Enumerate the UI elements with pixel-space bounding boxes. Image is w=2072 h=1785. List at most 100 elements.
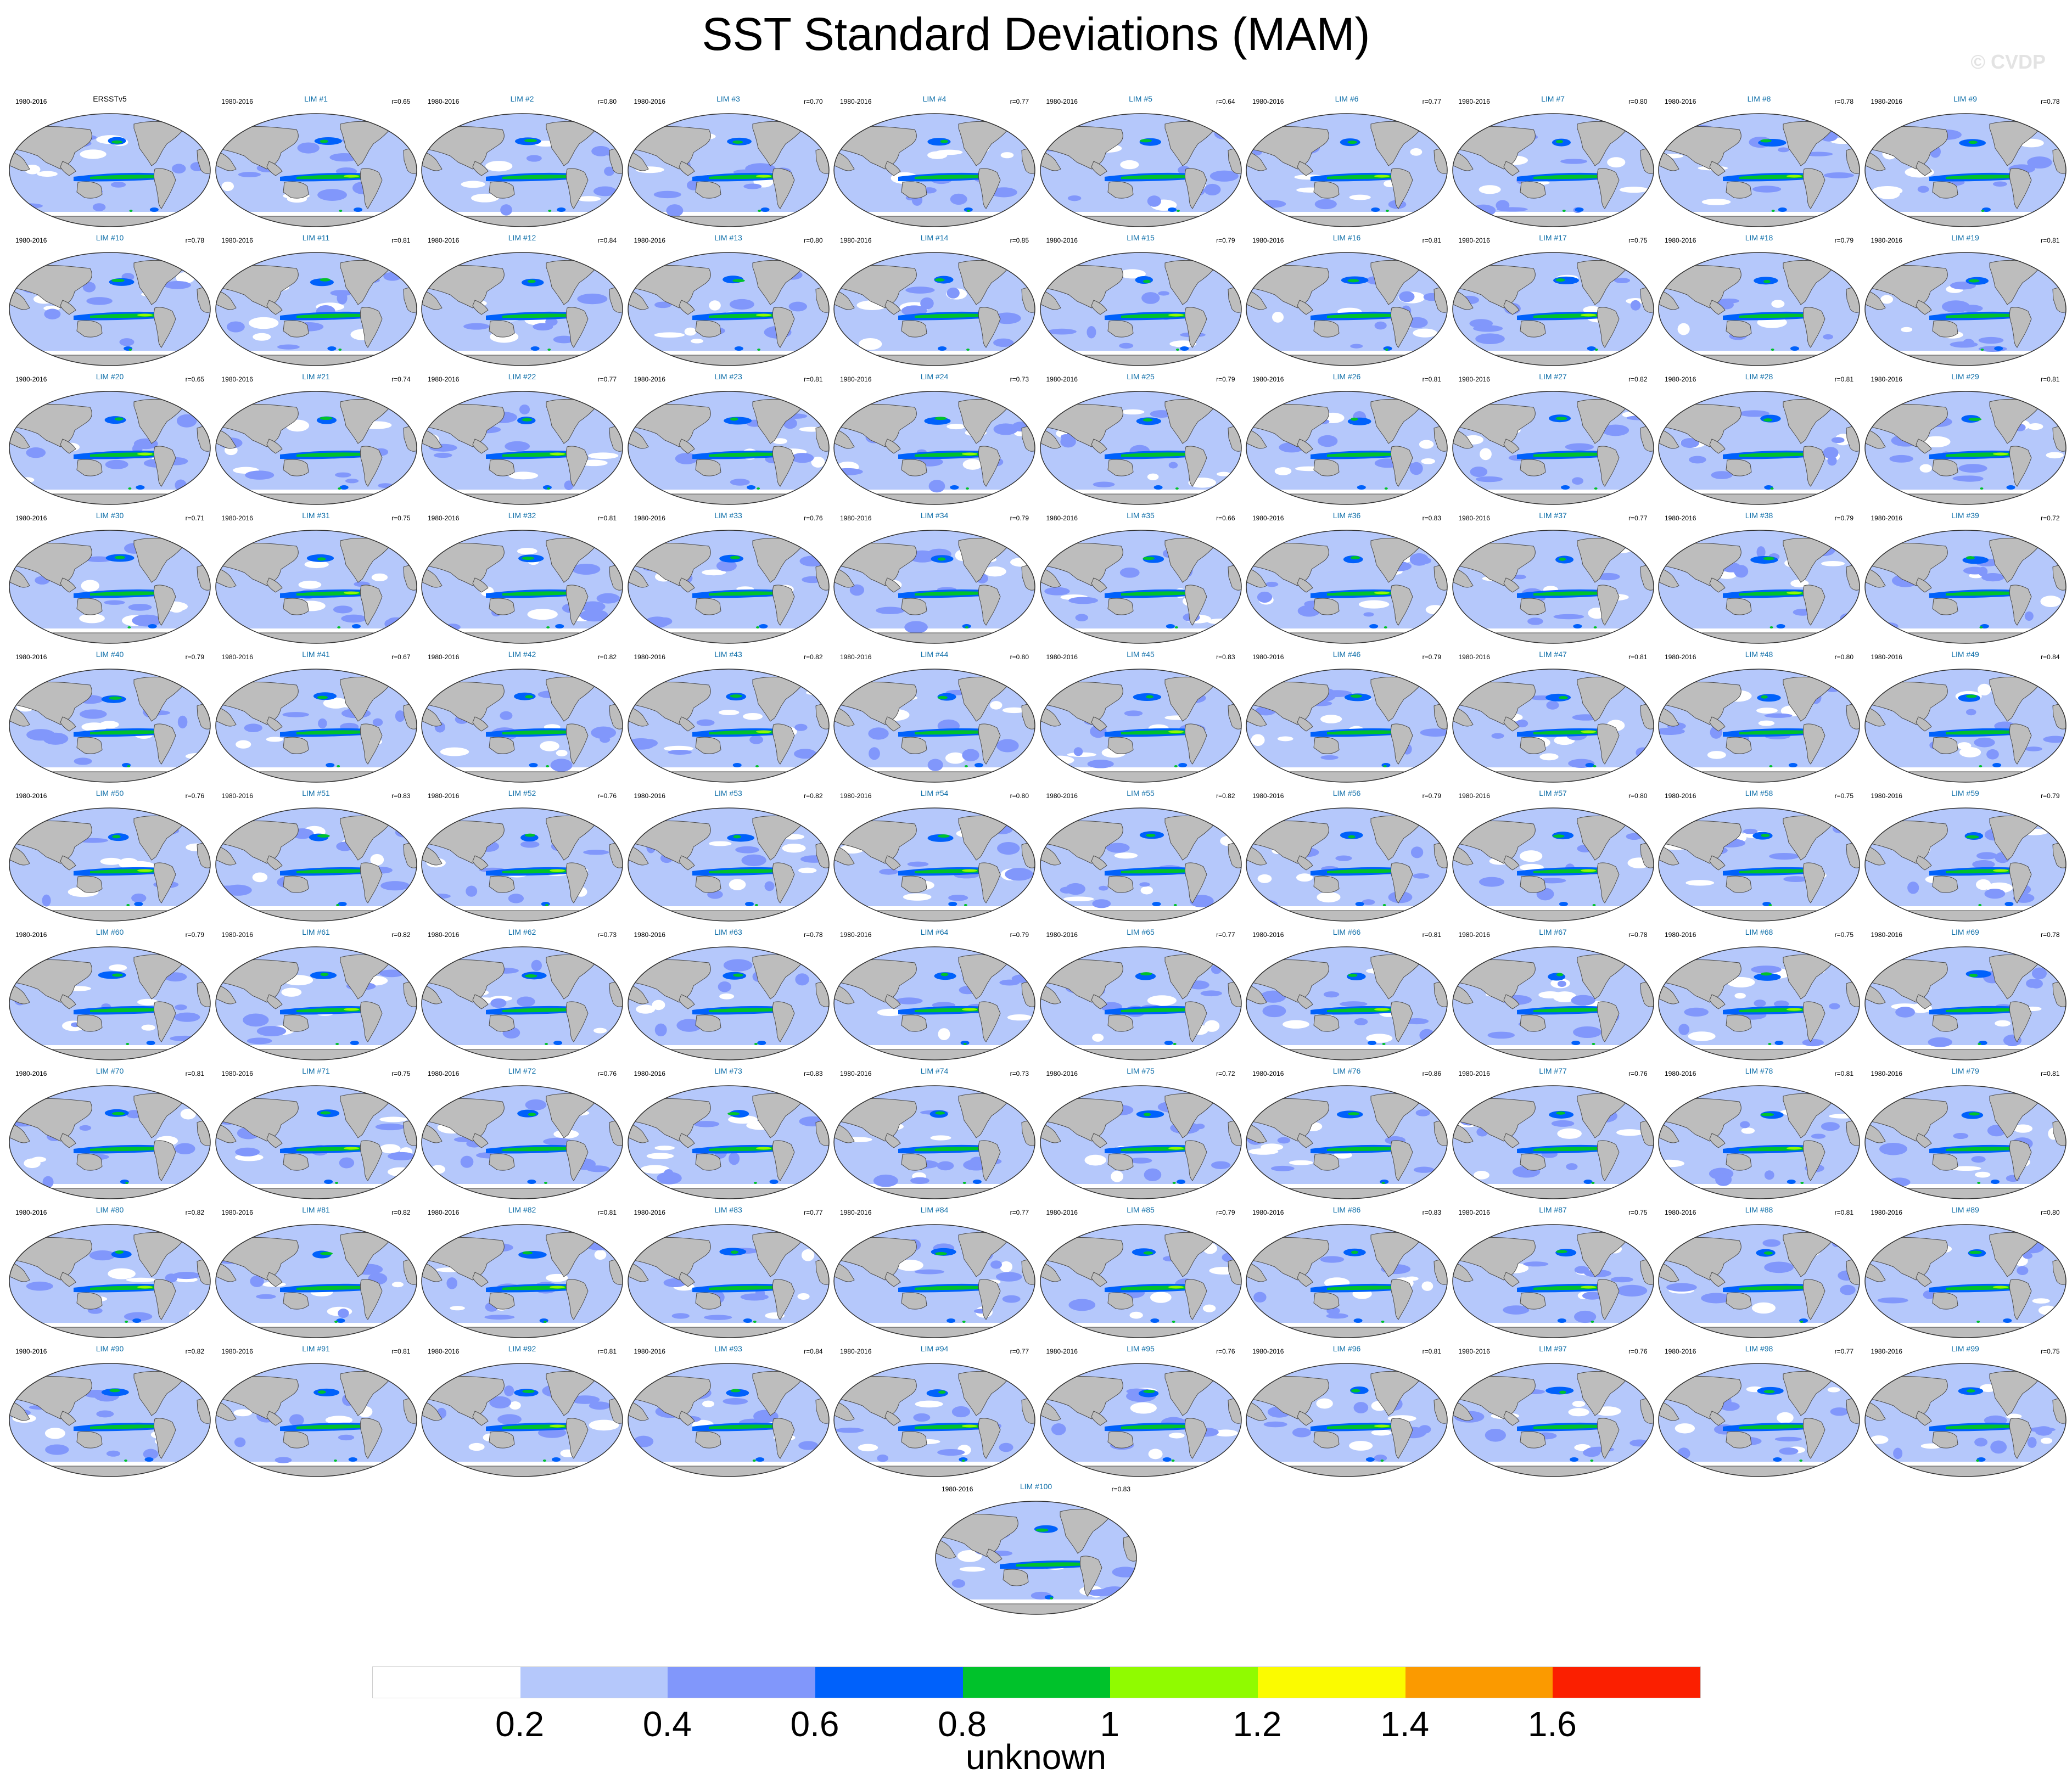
panel-period: 1980-2016	[15, 237, 47, 244]
southern-ocean-patch	[1176, 1180, 1185, 1184]
map-panel: 1980-2016 LIM #8 r=0.78	[1657, 92, 1861, 228]
southern-ocean-core	[1176, 210, 1180, 212]
southern-ocean-core	[338, 349, 341, 351]
land-mass	[1915, 1272, 1932, 1287]
panel-period: 1980-2016	[1665, 1070, 1696, 1077]
moderate-variability-patch	[463, 323, 490, 330]
panel-name: LIM #22	[508, 372, 536, 381]
moderate-variability-patch	[317, 718, 327, 729]
robinson-map	[421, 113, 623, 227]
land-mass	[1184, 585, 1207, 626]
north-pacific-feature	[1545, 1387, 1573, 1395]
southern-ocean-core	[755, 765, 759, 767]
robinson-map	[9, 807, 211, 922]
land-mass	[901, 181, 927, 199]
north-pacific-core	[1145, 833, 1156, 837]
robinson-map	[9, 391, 211, 505]
north-pacific-core	[317, 695, 328, 699]
north-pacific-core	[317, 834, 330, 838]
low-variability-patch	[1044, 755, 1074, 765]
panel-name: LIM #33	[714, 511, 742, 520]
low-variability-patch	[962, 459, 983, 470]
map-panel: 1980-2016 LIM #18 r=0.79	[1657, 231, 1861, 367]
map-panel: 1980-2016 LIM #15 r=0.79	[1039, 231, 1243, 367]
robinson-map	[833, 1363, 1035, 1477]
moderate-variability-patch	[749, 735, 763, 744]
southern-ocean-core	[1172, 1182, 1176, 1184]
north-pacific-core	[732, 279, 745, 283]
colorbar-label: unknown	[965, 1737, 1107, 1777]
land-mass	[772, 446, 795, 487]
panel-period: 1980-2016	[428, 237, 460, 244]
equatorial-pacific-core	[708, 1286, 778, 1290]
robinson-map	[1246, 946, 1448, 1060]
panel-pattern-correlation: r=0.79	[1422, 792, 1441, 800]
low-variability-patch	[945, 752, 966, 764]
land-mass	[884, 1411, 901, 1426]
map-content	[215, 947, 417, 1060]
moderate-variability-patch	[1129, 1157, 1152, 1164]
moderate-variability-patch	[128, 604, 152, 611]
map-border	[1246, 1224, 1448, 1338]
land-mass	[1313, 737, 1340, 754]
land-mass	[360, 1279, 383, 1320]
moderate-variability-patch	[1044, 587, 1070, 596]
equatorial-pacific-core	[708, 591, 778, 596]
moderate-variability-patch	[1157, 291, 1169, 296]
moderate-variability-patch	[1752, 186, 1782, 193]
moderate-variability-patch	[1265, 581, 1279, 587]
low-variability-patch	[1771, 300, 1785, 308]
low-variability-patch	[1959, 747, 1981, 757]
moderate-variability-patch	[1203, 183, 1220, 196]
panel-pattern-correlation: r=0.82	[391, 1209, 411, 1216]
panel-pattern-correlation: r=0.73	[1010, 375, 1029, 383]
low-variability-patch	[1118, 269, 1146, 279]
moderate-variability-patch	[696, 719, 715, 726]
moderate-variability-patch	[1830, 1407, 1849, 1416]
robinson-map	[1658, 252, 1860, 366]
low-variability-patch	[371, 573, 388, 581]
panel-name: LIM #21	[302, 372, 330, 381]
map-content	[1040, 947, 1241, 1060]
panel-period: 1980-2016	[1458, 931, 1490, 939]
map-panel: 1980-2016 LIM #90 r=0.82	[8, 1342, 212, 1478]
map-border	[215, 1085, 417, 1199]
low-variability-patch	[1677, 323, 1690, 335]
panel-name: LIM #54	[920, 789, 949, 798]
southern-ocean-core	[1173, 904, 1177, 906]
map-content	[9, 1086, 210, 1199]
land-mass	[153, 723, 176, 765]
panel-pattern-correlation: r=0.83	[1422, 514, 1441, 522]
moderate-variability-patch	[693, 1121, 719, 1127]
panel-pattern-correlation: r=0.82	[1628, 375, 1648, 383]
robinson-map	[1039, 807, 1242, 922]
moderate-variability-patch	[13, 203, 43, 209]
map-content	[834, 947, 1035, 1060]
land-mass	[360, 1001, 383, 1042]
land-mass	[472, 855, 489, 871]
panel-pattern-correlation: r=0.65	[185, 375, 204, 383]
moderate-variability-patch	[1840, 619, 1856, 626]
map-panel: 1980-2016 LIM #53 r=0.82	[626, 787, 831, 923]
panel-pattern-correlation: r=0.82	[185, 1348, 204, 1355]
robinson-map	[1864, 252, 2067, 366]
map-content	[422, 391, 623, 504]
panel-name: LIM #64	[920, 928, 949, 936]
map-content	[422, 114, 623, 227]
panel-name: LIM #11	[302, 233, 330, 242]
southern-ocean-core	[753, 1321, 757, 1323]
panel-pattern-correlation: r=0.70	[804, 98, 823, 105]
moderate-variability-patch	[868, 727, 889, 740]
map-border	[9, 1224, 211, 1338]
moderate-variability-patch	[586, 1165, 610, 1172]
panel-pattern-correlation: r=0.76	[804, 514, 823, 522]
north-pacific-core	[1965, 694, 1977, 698]
panel-pattern-correlation: r=0.80	[1010, 653, 1029, 661]
southern-ocean-patch	[1788, 763, 1797, 767]
equatorial-pacific-core	[1945, 591, 2015, 596]
north-pacific-core	[320, 1251, 333, 1255]
land-mass	[772, 168, 795, 209]
moderate-variability-patch	[1960, 305, 1983, 312]
low-variability-patch	[1880, 295, 1893, 304]
equatorial-peak	[1580, 730, 1596, 733]
